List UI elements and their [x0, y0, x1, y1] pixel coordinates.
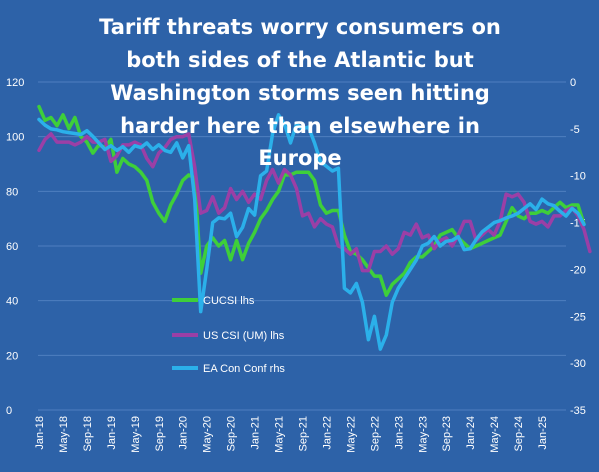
- y-left-tick-100: 100: [6, 132, 24, 144]
- x-tick-Jan-20: Jan-20: [178, 416, 190, 450]
- title-line-1: Tariff threats worry consumers on: [99, 15, 501, 39]
- legend-item-ea-con-conf: EA Con Conf rhs: [172, 363, 285, 375]
- y-axis-left: 120 100 80 60 40 20 0: [6, 77, 24, 417]
- series-lines: [37, 104, 592, 351]
- y-left-tick-80: 80: [6, 186, 18, 198]
- y-left-tick-120: 120: [6, 77, 24, 89]
- y-left-tick-0: 0: [6, 405, 12, 417]
- title-line-4: harder here than elsewhere in: [120, 114, 480, 138]
- x-tick-Sep-24: Sep-24: [513, 416, 525, 451]
- legend-item-cucsi: CUCSI lhs: [172, 295, 255, 307]
- x-tick-May-23: May-23: [417, 416, 429, 453]
- x-tick-Jan-24: Jan-24: [465, 416, 477, 450]
- x-tick-Sep-21: Sep-21: [297, 416, 309, 451]
- legend-label-ea-con-conf: EA Con Conf rhs: [203, 363, 285, 375]
- x-tick-May-18: May-18: [58, 416, 70, 453]
- y-right-tick--5: -5: [570, 124, 580, 136]
- legend: CUCSI lhs US CSI (UM) lhs EA Con Conf rh…: [172, 295, 285, 375]
- x-tick-Jan-21: Jan-21: [250, 416, 262, 450]
- x-tick-Sep-18: Sep-18: [82, 416, 94, 451]
- y-axis-right: 0-5-10-15-20-25-30-35: [570, 77, 586, 417]
- legend-label-cucsi: CUCSI lhs: [203, 295, 255, 307]
- series-line-us-csi-um-lhs: [37, 132, 592, 273]
- y-left-tick-60: 60: [6, 241, 18, 253]
- x-tick-Jan-25: Jan-25: [537, 416, 549, 450]
- title-line-5: Europe: [258, 146, 341, 170]
- x-tick-Jan-19: Jan-19: [106, 416, 118, 450]
- x-tick-Sep-19: Sep-19: [154, 416, 166, 451]
- y-right-tick--30: -30: [570, 358, 586, 370]
- series-line-cucsi-lhs: [37, 104, 586, 297]
- y-right-tick--20: -20: [570, 264, 586, 276]
- x-axis: Jan-18 May-18 Sep-18 Jan-19 May-19 Sep-19 Jan-…: [34, 416, 549, 453]
- legend-label-us-csi: US CSI (UM) lhs: [203, 330, 285, 342]
- y-left-tick-40: 40: [6, 296, 18, 308]
- x-tick-Jan-18: Jan-18: [34, 416, 46, 450]
- title-line-2: both sides of the Atlantic but: [126, 48, 474, 72]
- y-right-tick--25: -25: [570, 311, 586, 323]
- chart-title: Tariff threats worry consumers on both s…: [99, 15, 501, 170]
- y-left-tick-20: 20: [6, 350, 18, 362]
- x-tick-Jan-22: Jan-22: [321, 416, 333, 450]
- y-right-tick--35: -35: [570, 405, 586, 417]
- x-tick-Jan-23: Jan-23: [393, 416, 405, 450]
- gridlines: [38, 81, 566, 411]
- series-line-ea-con-conf-rhs: [37, 113, 586, 351]
- x-tick-May-22: May-22: [345, 416, 357, 453]
- x-tick-May-19: May-19: [130, 416, 142, 453]
- y-right-tick--10: -10: [570, 171, 586, 183]
- y-right-tick-0: 0: [570, 77, 576, 89]
- legend-item-us-csi: US CSI (UM) lhs: [172, 330, 285, 342]
- x-tick-Sep-22: Sep-22: [369, 416, 381, 451]
- x-tick-May-21: May-21: [274, 416, 286, 453]
- x-tick-Sep-20: Sep-20: [226, 416, 238, 451]
- x-tick-May-24: May-24: [489, 416, 501, 453]
- title-line-3: Washington storms seen hitting: [110, 81, 490, 105]
- x-tick-May-20: May-20: [202, 416, 214, 453]
- x-tick-Sep-23: Sep-23: [441, 416, 453, 451]
